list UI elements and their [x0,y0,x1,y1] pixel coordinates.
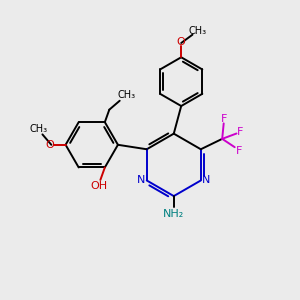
Text: O: O [45,140,54,150]
Text: CH₃: CH₃ [117,90,135,100]
Text: NH₂: NH₂ [163,209,184,220]
Text: F: F [237,127,243,137]
Text: F: F [236,146,242,156]
Text: OH: OH [90,181,107,191]
Text: O: O [177,37,186,46]
Text: N: N [137,176,146,185]
Text: CH₃: CH₃ [30,124,48,134]
Text: F: F [220,114,227,124]
Text: CH₃: CH₃ [189,26,207,36]
Text: N: N [202,176,210,185]
